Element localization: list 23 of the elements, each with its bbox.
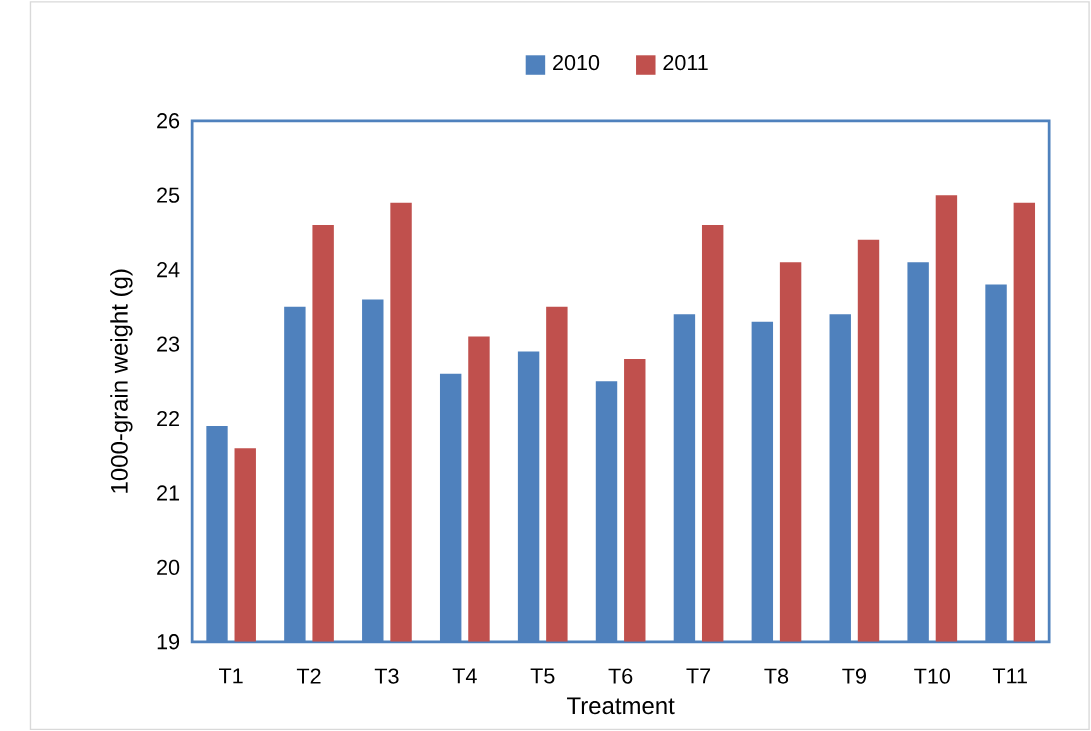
y-tick-label: 21 xyxy=(157,485,179,501)
x-tick-label: T1 xyxy=(218,668,243,684)
y-tick-label: 26 xyxy=(157,112,180,129)
y-axis-title: 1000-grain weight (g) xyxy=(110,269,133,493)
x-tick-label: T10 xyxy=(914,668,951,684)
y-tick-label: 20 xyxy=(157,559,180,575)
x-tick-label: T7 xyxy=(686,668,711,684)
x-tick-label: T5 xyxy=(530,668,555,684)
legend-label: 2010 xyxy=(553,54,600,71)
x-axis-title: Treatment xyxy=(567,697,675,715)
x-tick-label: T6 xyxy=(608,668,633,684)
x-tick-label: T9 xyxy=(842,668,866,684)
y-tick-label: 22 xyxy=(157,410,179,426)
x-tick-label: T8 xyxy=(764,668,789,684)
y-tick-label: 19 xyxy=(157,633,180,650)
legend-label: 2011 xyxy=(663,54,708,71)
x-tick-label: T11 xyxy=(992,668,1027,684)
y-tick-label: 25 xyxy=(157,187,180,203)
x-tick-label: T4 xyxy=(452,668,477,684)
x-tick-label: T3 xyxy=(374,668,399,684)
y-tick-label: 24 xyxy=(157,261,180,277)
y-tick-label: 23 xyxy=(157,336,180,352)
x-tick-label: T2 xyxy=(296,668,321,684)
